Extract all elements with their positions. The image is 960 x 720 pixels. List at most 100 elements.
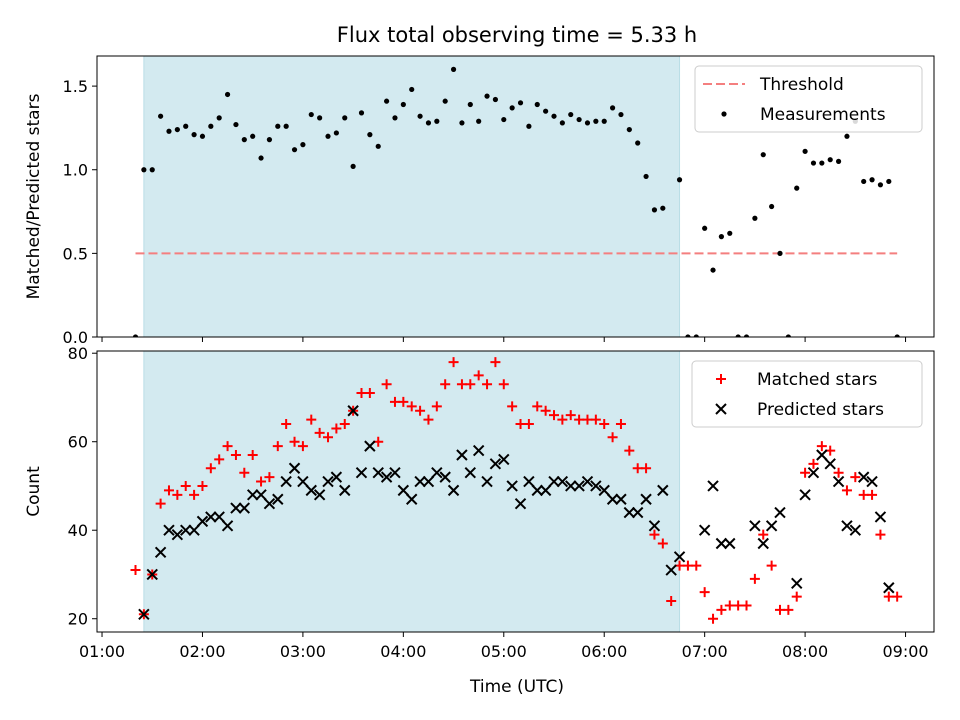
data-point	[224, 91, 231, 98]
data-point	[718, 234, 725, 240]
data-point	[171, 528, 184, 541]
data-point	[141, 167, 147, 173]
data-point	[138, 608, 150, 621]
data-point	[514, 497, 527, 510]
data-point	[777, 250, 783, 256]
data-point	[389, 466, 401, 479]
data-point	[534, 101, 540, 108]
data-point	[306, 414, 317, 425]
data-point	[807, 466, 820, 479]
data-point	[752, 215, 758, 221]
data-point	[415, 405, 426, 416]
data-point	[456, 449, 468, 461]
data-point	[342, 115, 348, 121]
data-point	[598, 484, 610, 497]
y-axis-label: Count	[24, 466, 44, 517]
y-tick-label: 0.0	[63, 328, 88, 347]
data-point	[484, 93, 490, 99]
data-point	[233, 121, 239, 128]
data-point	[317, 115, 323, 121]
data-point	[844, 133, 850, 139]
data-point	[590, 414, 601, 425]
x-tick-label: 01:00	[79, 642, 125, 661]
data-point	[760, 152, 766, 158]
data-point	[783, 604, 794, 615]
data-point	[447, 484, 460, 497]
data-point	[246, 489, 259, 501]
data-point	[623, 506, 636, 519]
data-point	[414, 475, 426, 488]
data-point	[643, 173, 649, 180]
data-point	[785, 334, 791, 337]
data-point	[765, 520, 778, 532]
data-point	[456, 379, 467, 390]
data-point	[799, 489, 811, 501]
data-point	[657, 538, 668, 549]
data-point	[708, 613, 719, 624]
data-point	[358, 110, 365, 116]
y-tick-label: 1.5	[63, 77, 88, 96]
data-point	[280, 475, 292, 488]
data-point	[431, 401, 442, 412]
data-point	[289, 436, 300, 447]
data-point	[472, 444, 485, 457]
data-point	[297, 441, 308, 452]
data-point	[154, 546, 167, 559]
data-point	[568, 111, 574, 118]
data-point	[874, 511, 887, 523]
data-point	[743, 334, 750, 337]
data-point	[155, 498, 166, 509]
data-point	[208, 123, 214, 129]
data-point	[163, 524, 175, 536]
data-point	[532, 401, 543, 412]
chart-title: Flux total observing time = 5.33 h	[337, 23, 697, 47]
data-point	[180, 480, 191, 491]
data-point	[724, 600, 735, 611]
data-point	[841, 485, 852, 496]
data-point	[540, 405, 551, 416]
data-point	[693, 334, 699, 337]
data-point	[682, 560, 693, 571]
y-tick-label: 60	[68, 433, 88, 452]
data-point	[557, 414, 568, 425]
data-point	[196, 515, 209, 528]
data-point	[581, 475, 594, 488]
data-point	[308, 111, 314, 118]
data-point	[606, 493, 619, 505]
legend-box	[694, 65, 923, 133]
data-point	[531, 484, 543, 497]
x-tick-label: 06:00	[581, 642, 627, 661]
data-point	[523, 475, 535, 488]
top-panel: 0.0 0.5 1.0 1.5 Matched/Predicted stars Thres…	[24, 55, 935, 347]
data-point	[506, 480, 518, 492]
data-point	[565, 410, 576, 421]
data-point	[509, 105, 515, 111]
bottom-panel: 20 40 60 80 01:00 02:00 03:00 04:00 05:00 06:00 07…	[24, 344, 935, 661]
data-point	[450, 66, 457, 72]
data-point	[389, 396, 400, 407]
data-point	[666, 596, 677, 607]
y-tick-label: 40	[68, 521, 88, 540]
data-point	[339, 419, 350, 430]
y-tick-label: 20	[68, 610, 88, 629]
data-point	[264, 472, 275, 483]
x-tick-label: 07:00	[682, 642, 728, 661]
data-point	[556, 475, 569, 488]
data-point	[609, 105, 616, 111]
data-point	[216, 115, 222, 121]
data-point	[716, 604, 727, 615]
data-point	[314, 427, 325, 438]
data-point	[355, 466, 368, 479]
data-point	[323, 432, 334, 443]
legend-label: Matched stars	[757, 370, 877, 390]
legend-swatch	[721, 111, 727, 117]
data-point	[489, 458, 502, 470]
data-point	[130, 565, 141, 576]
data-point	[539, 484, 552, 497]
data-point	[392, 115, 398, 121]
data-point	[707, 480, 719, 492]
data-point	[166, 128, 172, 134]
data-point	[275, 123, 281, 129]
data-point	[347, 405, 359, 417]
